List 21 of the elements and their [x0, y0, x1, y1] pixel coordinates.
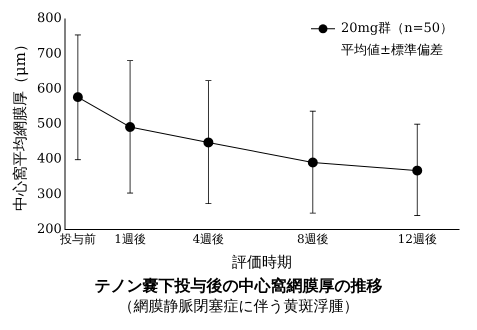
- legend-label: 20mg群（n=50）: [341, 21, 453, 36]
- y-tick-label: 600: [36, 81, 62, 96]
- x-tick-label: 4週後: [192, 232, 224, 246]
- x-tick-label: 1週後: [114, 232, 146, 246]
- y-axis-title: 中心窩平均網膜厚（μm）: [10, 37, 29, 212]
- annotation: 平均値±標準偏差: [341, 43, 443, 58]
- y-tick-label: 700: [36, 46, 62, 62]
- x-tick-label: 8週後: [296, 232, 329, 246]
- y-tick-label: 400: [36, 152, 62, 167]
- point: [412, 166, 422, 176]
- point: [203, 137, 214, 148]
- y-tick-label: 800: [36, 11, 62, 26]
- point: [308, 157, 318, 168]
- text: テノン嚢下投与後の中心窩網膜厚の推移: [94, 276, 384, 296]
- text: （網膜静脈閉塞症に伴う黄斑浮腫）: [118, 296, 360, 316]
- y-tick-label: 500: [36, 116, 62, 132]
- x-axis-title: 評価時期: [232, 252, 292, 271]
- point: [72, 92, 83, 102]
- x-tick-label: 12週後: [398, 232, 437, 246]
- y-tick-label: 300: [36, 186, 62, 202]
- point: [125, 122, 136, 132]
